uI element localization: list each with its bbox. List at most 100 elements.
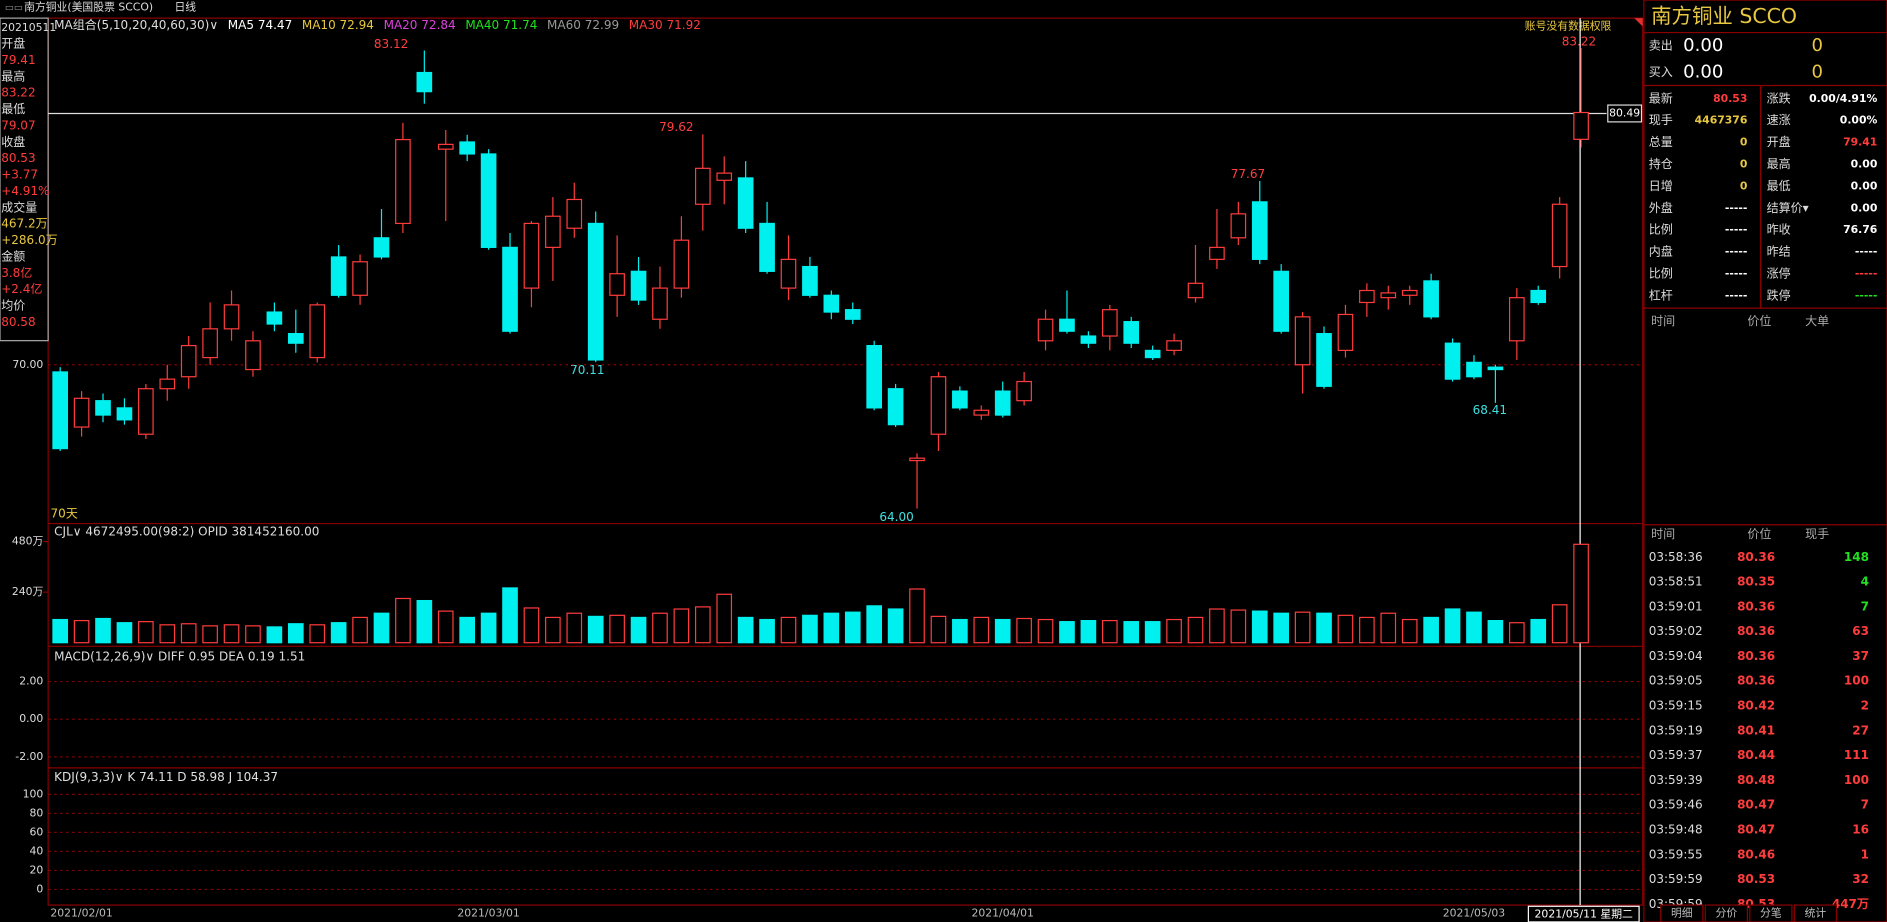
volume-bar bbox=[973, 616, 990, 644]
trade-time: 03:59:48 bbox=[1649, 822, 1703, 836]
info-label: 金额 bbox=[1, 248, 25, 263]
trade-volume: 27 bbox=[1852, 723, 1869, 737]
permission-note: 账号没有数据权限 bbox=[1525, 19, 1612, 33]
candle-body bbox=[1294, 316, 1311, 366]
volume-bar bbox=[159, 624, 176, 644]
tab-label[interactable]: 明细 bbox=[1671, 906, 1693, 919]
annotation: 83.12 bbox=[374, 37, 408, 51]
volume-bar bbox=[73, 619, 90, 644]
quote-value: ----- bbox=[1725, 245, 1747, 258]
candle-body bbox=[630, 270, 647, 301]
candle-body bbox=[973, 409, 990, 416]
volume-bar bbox=[694, 606, 711, 644]
tab-label[interactable]: 统计 bbox=[1805, 906, 1827, 919]
quote-value: ----- bbox=[1855, 267, 1877, 280]
volume-bar bbox=[116, 622, 133, 644]
y-tick-label: 240万 bbox=[12, 585, 44, 598]
volume-bar bbox=[587, 615, 604, 644]
volume-bar bbox=[566, 612, 583, 644]
volume-bar bbox=[866, 605, 883, 644]
tab-label[interactable]: 分价 bbox=[1716, 906, 1738, 919]
ma-legend: MA20 72.84 bbox=[384, 18, 456, 32]
candle-body bbox=[73, 397, 90, 428]
y-tick-label: -2.00 bbox=[15, 750, 43, 763]
volume-bar bbox=[437, 610, 454, 644]
candle-body bbox=[716, 172, 733, 181]
ma-legend[interactable]: MA组合(5,10,20,40,60,30)∨ bbox=[54, 17, 218, 32]
volume-bar bbox=[952, 618, 968, 644]
volume-bar bbox=[395, 597, 411, 644]
quote-label: 最新 bbox=[1649, 90, 1673, 105]
kdj-legend: KDJ(9,3,3)∨ K 74.11 D 58.98 J 104.37 bbox=[54, 770, 278, 784]
trade-time: 03:59:04 bbox=[1649, 649, 1703, 663]
info-label: 最低 bbox=[1, 102, 25, 116]
y-tick-label: 100 bbox=[23, 787, 44, 800]
y-tick-label: 0.00 bbox=[19, 712, 43, 725]
tab-label[interactable]: 分笔 bbox=[1760, 905, 1782, 919]
candle-body bbox=[1101, 309, 1118, 337]
info-label: 开盘 bbox=[1, 36, 25, 51]
trade-volume: 447万 bbox=[1832, 897, 1869, 911]
ticks-header: 价位 bbox=[1747, 313, 1771, 328]
title[interactable]: 南方铜业(美国股票 SCCO) bbox=[24, 0, 153, 13]
volume-bar bbox=[802, 614, 818, 644]
quote-label: 昨结 bbox=[1767, 245, 1791, 259]
candle-body bbox=[673, 239, 690, 289]
quote-price: 0.00 bbox=[1683, 35, 1723, 56]
volume-bar bbox=[1294, 611, 1311, 644]
trade-price: 80.44 bbox=[1737, 748, 1775, 762]
volume-bar bbox=[223, 624, 240, 644]
period[interactable]: 日线 bbox=[174, 0, 196, 13]
quote-value: 79.41 bbox=[1843, 136, 1877, 149]
candle-body bbox=[1508, 297, 1525, 342]
candle-body bbox=[823, 294, 840, 313]
trade-price: 80.48 bbox=[1737, 773, 1775, 787]
y-tick-label: 0 bbox=[36, 882, 43, 895]
candle-body bbox=[887, 388, 904, 426]
quote-label: 卖出 bbox=[1649, 38, 1673, 52]
trade-time: 03:59:46 bbox=[1649, 798, 1703, 812]
volume-bar bbox=[502, 587, 518, 644]
annotation: 68.41 bbox=[1473, 403, 1507, 417]
trade-time: 03:59:15 bbox=[1649, 699, 1703, 713]
x-tick-label: 2021/05/03 bbox=[1443, 906, 1506, 919]
volume-bar bbox=[138, 621, 154, 644]
ma-legend: MA5 74.47 bbox=[228, 18, 292, 32]
trade-time: 03:59:02 bbox=[1649, 624, 1703, 638]
candle-body bbox=[1423, 280, 1439, 318]
volume-bar bbox=[652, 612, 668, 644]
volume-bar bbox=[287, 623, 304, 644]
volume-bar bbox=[416, 599, 433, 644]
trade-price: 80.35 bbox=[1737, 575, 1775, 589]
quote-label: 涨跌 bbox=[1767, 90, 1791, 105]
trade-volume: 111 bbox=[1844, 748, 1869, 762]
quote-label: 杠杆 bbox=[1649, 287, 1673, 302]
volume-bar bbox=[716, 593, 733, 644]
trades-header: 现手 bbox=[1805, 527, 1829, 541]
volume-bar bbox=[1401, 618, 1418, 644]
candle-body bbox=[437, 143, 454, 150]
trade-time: 03:58:36 bbox=[1649, 550, 1703, 564]
volume-bar bbox=[823, 612, 840, 644]
trade-price: 80.36 bbox=[1737, 550, 1775, 564]
window-icon: ▭▭ bbox=[5, 2, 23, 13]
trade-time: 03:58:51 bbox=[1649, 575, 1703, 589]
y-tick-label: 80 bbox=[30, 806, 44, 819]
trade-volume: 100 bbox=[1844, 674, 1869, 688]
y-tick-label: 2.00 bbox=[19, 675, 43, 688]
candle-body bbox=[802, 265, 818, 296]
candle-body bbox=[844, 309, 861, 320]
candle-body bbox=[52, 371, 68, 450]
volume-bar bbox=[245, 625, 261, 644]
info-value: 467.2万 bbox=[1, 217, 47, 231]
quote-value: ----- bbox=[1725, 201, 1747, 214]
volume-bar bbox=[1316, 612, 1332, 644]
quote-value: ----- bbox=[1725, 223, 1747, 236]
annotation: 83.22 bbox=[1562, 35, 1596, 49]
volume-bar bbox=[759, 618, 775, 644]
candle-body bbox=[694, 167, 711, 205]
candle-body bbox=[1187, 282, 1204, 299]
quote-value: ----- bbox=[1855, 245, 1877, 258]
volume-bar bbox=[202, 625, 218, 644]
